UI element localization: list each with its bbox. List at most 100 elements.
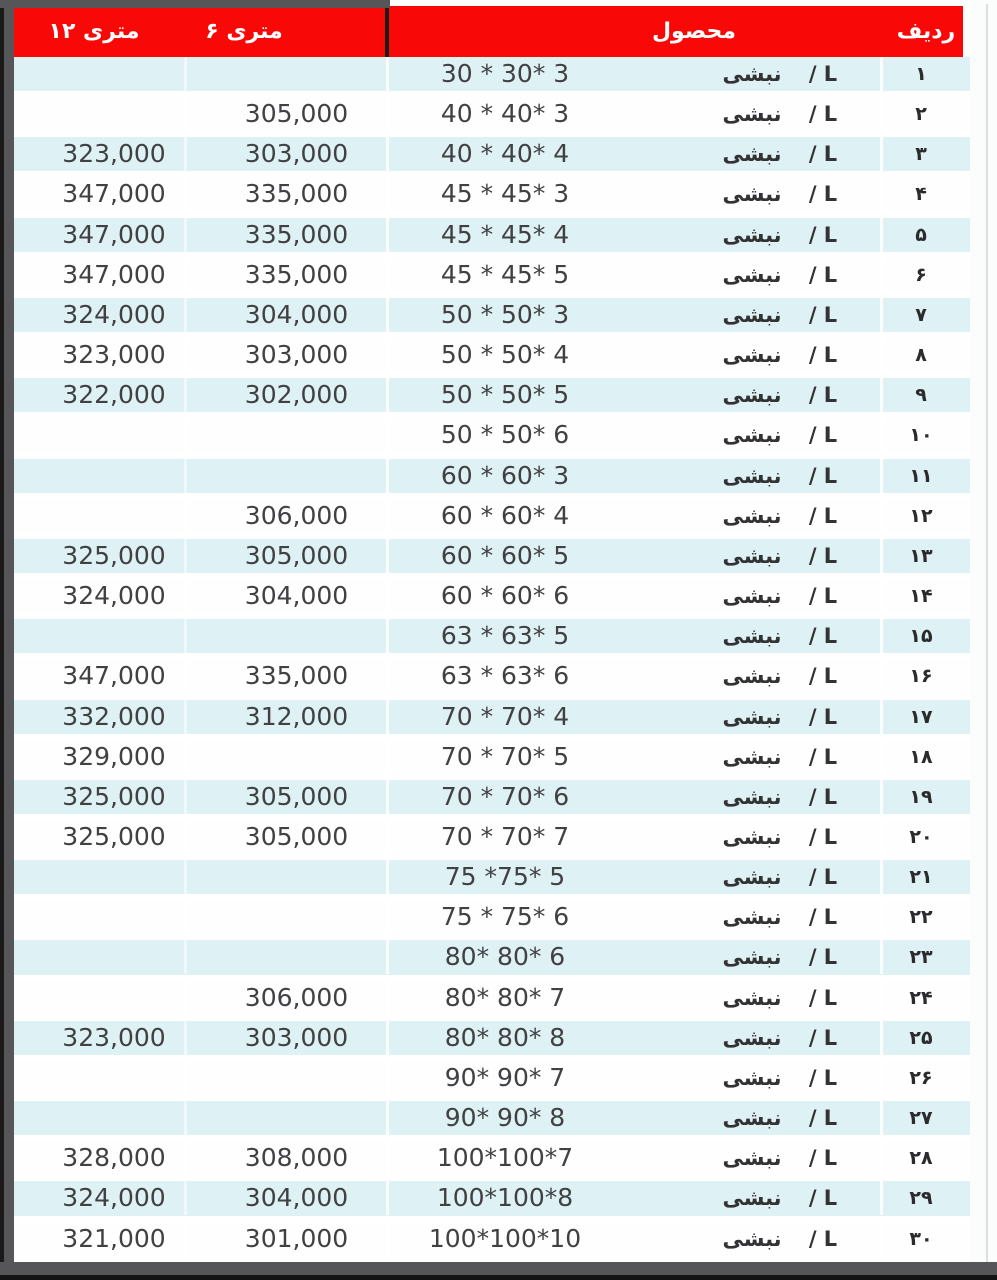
column-divider — [880, 498, 883, 533]
column-divider — [386, 1181, 389, 1216]
cell-product-size: 90* 90* 7 — [444, 1062, 566, 1092]
table-row: 347,000 335,000 45 * 45* 3 نبشی / L ۴ — [14, 177, 970, 218]
cell-price-6-meter — [194, 740, 399, 774]
cell-price-12-meter: 323,000 — [62, 1022, 166, 1052]
column-divider — [386, 739, 389, 774]
column-divider — [386, 619, 389, 654]
cell-price-6-meter: 303,000 — [244, 1022, 349, 1052]
product-type-label: نبشی — [722, 664, 782, 689]
cell-price-6-meter — [194, 940, 399, 974]
product-type-label: نبشی — [722, 102, 782, 127]
product-type-label: نبشی — [722, 1025, 782, 1050]
cell-price-6-meter: 303,000 — [244, 139, 349, 169]
column-divider — [184, 458, 187, 493]
table-row: 325,000 305,000 60 * 60* 5 نبشی / L ۱۳ — [14, 538, 970, 580]
cell-product-size: 70 * 70* 4 — [440, 701, 570, 731]
column-divider — [880, 297, 883, 332]
column-divider — [386, 1141, 389, 1176]
column-divider — [184, 860, 187, 895]
table-header: ۱۲ متری ۶ متری محصول ردیف — [14, 6, 963, 57]
cell-row-number: ۳ — [915, 143, 927, 166]
product-shape-label: / L — [808, 262, 838, 287]
cell-row-number: ۱۷ — [909, 705, 933, 728]
product-shape-label: / L — [808, 584, 838, 609]
cell-price-6-meter: 335,000 — [244, 259, 349, 289]
column-divider — [184, 1181, 187, 1216]
table-row: 347,000 335,000 45 * 45* 5 نبشی / L ۶ — [14, 257, 970, 298]
cell-price-6-meter — [194, 619, 399, 653]
column-divider — [184, 1141, 187, 1176]
cell-product-size: 40 * 40* 3 — [440, 99, 570, 129]
product-type-label: نبشی — [722, 1226, 782, 1251]
cell-price-6-meter: 335,000 — [244, 219, 349, 249]
column-divider — [184, 297, 187, 332]
cell-product-size: 30 * 30* 3 — [440, 59, 570, 88]
product-shape-label: / L — [808, 1065, 838, 1090]
product-shape-label: / L — [808, 102, 838, 127]
column-divider — [184, 819, 187, 854]
column-divider — [386, 1221, 389, 1256]
column-divider — [386, 297, 389, 332]
cell-price-6-meter: 302,000 — [244, 380, 349, 410]
product-type-label: نبشی — [722, 584, 782, 609]
cell-product-size: 45 * 45* 3 — [440, 179, 570, 209]
table-row: 60 * 60* 3 نبشی / L ۱۱ — [14, 458, 970, 499]
column-divider — [386, 980, 389, 1015]
column-divider — [880, 97, 883, 132]
column-divider — [386, 378, 389, 413]
column-divider — [184, 177, 187, 212]
product-type-label: نبشی — [722, 1106, 782, 1131]
column-divider — [386, 659, 389, 694]
cell-row-number: ۱۱ — [909, 464, 933, 487]
table-row: 323,000 303,000 40 * 40* 4 نبشی / L ۳ — [14, 137, 970, 178]
cell-price-12-meter: 325,000 — [62, 821, 166, 851]
product-shape-label: / L — [808, 62, 838, 86]
product-type-label: نبشی — [722, 624, 782, 649]
column-divider — [880, 1141, 883, 1176]
cell-price-12-meter: 347,000 — [62, 219, 166, 249]
product-type-label: نبشی — [722, 1065, 782, 1090]
col-header-6-meter: ۶ متری — [205, 19, 283, 44]
product-shape-label: / L — [808, 945, 838, 970]
column-divider — [184, 418, 187, 453]
product-shape-label: / L — [808, 784, 838, 809]
table-row: 75 *75* 5 نبشی / L ۲۱ — [14, 860, 970, 901]
table-row: 323,000 303,000 80* 80* 8 نبشی / L ۲۵ — [14, 1020, 970, 1061]
cell-price-6-meter — [194, 459, 399, 493]
cell-price-12-meter: 323,000 — [62, 340, 166, 370]
column-divider — [880, 1020, 883, 1055]
right-margin-line — [986, 4, 988, 1280]
product-type-label: نبشی — [722, 985, 782, 1010]
column-divider — [184, 97, 187, 132]
column-divider — [880, 538, 883, 573]
column-divider — [386, 1060, 389, 1095]
cell-price-12-meter: 323,000 — [62, 139, 166, 169]
cell-row-number: ۱۸ — [909, 745, 933, 768]
column-divider — [880, 57, 883, 91]
cell-price-6-meter: 306,000 — [244, 982, 349, 1012]
cell-row-number: ۵ — [915, 223, 927, 246]
cell-row-number: ۱۶ — [909, 665, 933, 688]
table-row: 63 * 63* 5 نبشی / L ۱۵ — [14, 619, 970, 660]
column-divider — [386, 498, 389, 533]
product-type-label: نبشی — [722, 343, 782, 368]
product-shape-label: / L — [808, 1025, 838, 1050]
cell-row-number: ۲۰ — [909, 825, 933, 848]
product-shape-label: / L — [808, 1106, 838, 1131]
column-divider — [880, 1221, 883, 1256]
product-shape-label: / L — [808, 383, 838, 408]
cell-row-number: ۲۳ — [909, 946, 933, 969]
product-shape-label: / L — [808, 1186, 838, 1211]
column-divider — [386, 418, 389, 453]
cell-price-6-meter — [194, 418, 399, 452]
column-divider — [880, 1101, 883, 1136]
column-divider — [184, 57, 187, 91]
cell-price-6-meter — [194, 860, 399, 894]
column-divider — [184, 659, 187, 694]
cell-price-6-meter: 335,000 — [244, 179, 349, 209]
cell-product-size: 100*100*8 — [436, 1183, 574, 1213]
product-type-label: نبشی — [722, 503, 782, 528]
column-divider — [386, 257, 389, 292]
column-divider — [880, 739, 883, 774]
cell-product-size: 50 * 50* 3 — [440, 299, 570, 329]
